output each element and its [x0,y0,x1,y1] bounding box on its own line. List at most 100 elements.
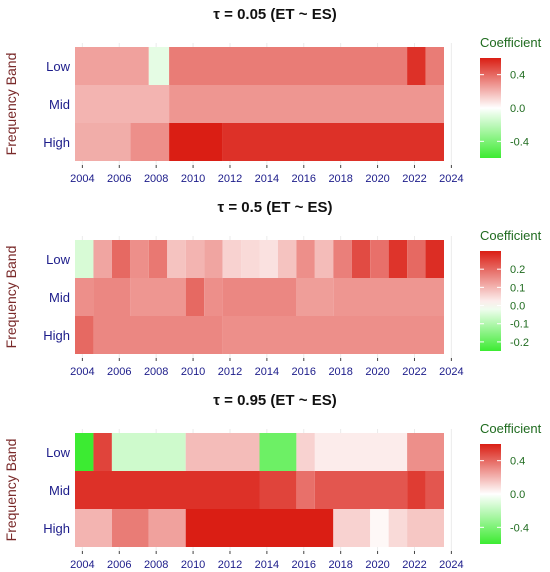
chart-title: τ = 0.5 (ET ~ ES) [217,199,332,216]
heatmap-cell [425,47,444,85]
y-axis-title: Frequency Band [3,246,19,349]
heatmap-cell [222,240,242,278]
heatmap-cell [222,278,297,316]
y-axis-title: Frequency Band [3,439,19,542]
heatmap-cell [111,240,131,278]
legend-tick-label: 0.2 [510,264,525,276]
heatmap-cell [148,509,186,547]
heatmap-cell [388,240,408,278]
x-tick-label: 2012 [218,173,242,185]
heatmap-cell [388,509,408,547]
legend-tick-label: -0.1 [510,319,529,331]
heatmap-cell [259,509,334,547]
heatmap-cell [370,509,389,547]
row-label: Mid [49,483,70,498]
heatmap-cell [93,316,223,354]
heatmap-cell [407,471,426,509]
legend-colorbar [480,251,501,351]
legend-tick-label: -0.2 [510,337,529,349]
x-tick-label: 2004 [70,173,94,185]
heatmap-cell [130,123,170,161]
x-tick-label: 2018 [328,173,352,185]
row-label: Mid [49,97,70,112]
row-label: Low [46,59,70,74]
chart-title: τ = 0.95 (ET ~ ES) [213,392,336,409]
heatmap-panel-1: τ = 0.05 (ET ~ ES) Frequency Band Low Mid Hi… [3,6,542,185]
heatmap-cell [296,240,315,278]
x-tick-label: 2020 [365,173,389,185]
heatmap-cell [333,509,371,547]
x-tick-label: 2024 [439,559,463,571]
heatmap-cell [314,433,408,471]
heatmap-cell [148,47,170,85]
heatmap-cell [407,433,444,471]
x-tick-label: 2004 [70,366,94,378]
heatmap-cell [351,240,371,278]
row-label: Low [46,445,70,460]
row-label: High [43,135,70,150]
row-label: Low [46,252,70,267]
x-tick-label: 2014 [255,559,279,571]
legend-colorbar [480,444,501,544]
heatmap-cell [259,240,278,278]
heatmap-cell [296,471,315,509]
heatmap-cell [259,433,297,471]
heatmap-cell [425,240,444,278]
heatmap-cell [185,433,260,471]
heatmap-cell [93,278,131,316]
x-tick-label: 2006 [107,559,131,571]
heatmap-cell [75,471,260,509]
x-tick-label: 2012 [218,366,242,378]
legend-tick-label: -0.4 [510,522,529,534]
heatmap-cell [333,240,352,278]
heatmap-cell [205,123,223,161]
y-axis-title: Frequency Band [3,53,19,156]
x-tick-label: 2014 [255,173,279,185]
heatmap-cell [241,240,260,278]
heatmap-cell [75,278,94,316]
heatmap-cell [111,509,149,547]
x-tick-label: 2016 [292,559,316,571]
x-tick-label: 2012 [218,559,242,571]
heatmap-cell [167,240,186,278]
heatmap-cell [75,240,94,278]
heatmap-cell [148,240,168,278]
legend-tick-label: 0.4 [510,456,525,468]
row-label: Mid [49,290,70,305]
x-tick-label: 2004 [70,559,94,571]
heatmap-cell [185,278,205,316]
x-tick-label: 2010 [181,366,205,378]
row-label: High [43,328,70,343]
heatmap-cell [130,278,186,316]
legend-tick-label: 0.4 [510,70,525,82]
heatmap-cell [111,433,186,471]
x-tick-label: 2024 [439,173,463,185]
heatmap-cell [169,47,408,85]
heatmap-cell [75,123,131,161]
heatmap-cell [75,47,149,85]
heatmap-cell [204,240,223,278]
heatmap-cell [75,509,112,547]
heatmap-cell [277,240,297,278]
x-tick-label: 2008 [144,366,168,378]
heatmap-cell [333,278,444,316]
heatmap-panel-2: τ = 0.5 (ET ~ ES) Frequency Band Low Mid Hig… [3,199,542,378]
x-tick-label: 2014 [255,366,279,378]
heatmap-cell [314,471,408,509]
x-tick-label: 2008 [144,559,168,571]
x-tick-label: 2010 [181,559,205,571]
heatmap-cell [314,240,334,278]
x-tick-label: 2018 [328,366,352,378]
heatmap-cell [222,316,444,354]
heatmap-cell [259,471,297,509]
heatmap-cell [93,240,112,278]
legend-title: Coefficient [480,35,542,50]
heatmap-cell [204,278,223,316]
heatmap-cell [296,433,315,471]
legend-tick-label: 0.0 [510,301,525,313]
x-tick-label: 2016 [292,366,316,378]
heatmap-cell [75,316,94,354]
x-tick-label: 2016 [292,173,316,185]
heatmap-cell [130,240,149,278]
